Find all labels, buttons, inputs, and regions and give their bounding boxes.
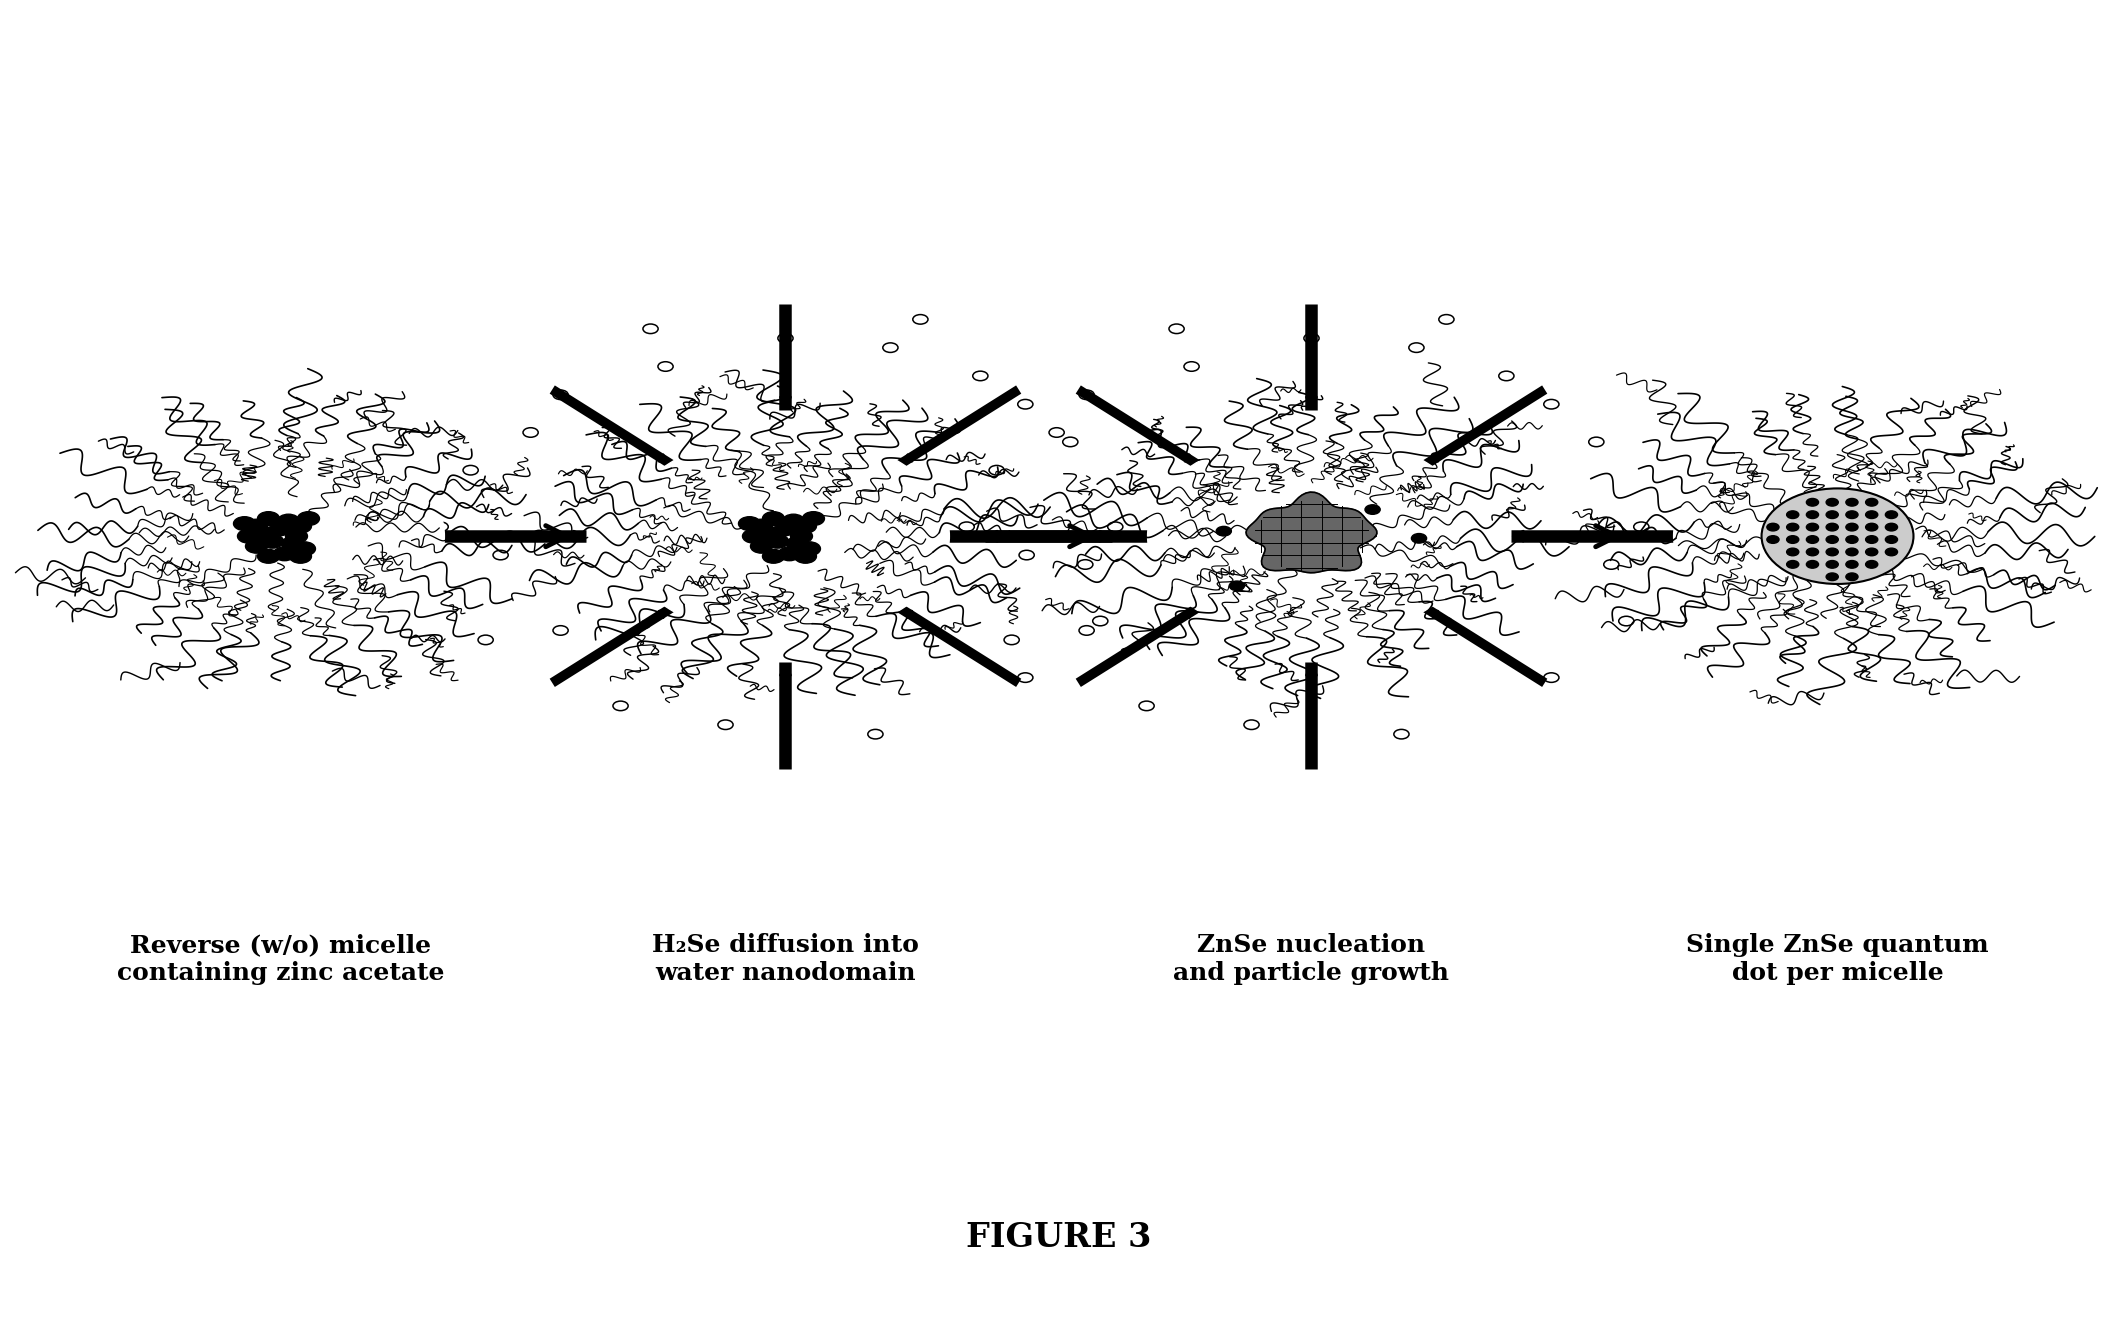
Circle shape: [1826, 511, 1838, 519]
Circle shape: [1826, 560, 1838, 568]
Circle shape: [1885, 511, 1898, 519]
Circle shape: [786, 537, 809, 551]
Circle shape: [1847, 548, 1857, 556]
Circle shape: [1807, 523, 1819, 531]
Circle shape: [762, 550, 784, 563]
Circle shape: [1766, 523, 1779, 531]
Circle shape: [1885, 523, 1898, 531]
Circle shape: [1866, 548, 1879, 556]
Circle shape: [269, 521, 292, 536]
Circle shape: [1788, 560, 1798, 568]
Circle shape: [1885, 536, 1898, 543]
Circle shape: [1788, 536, 1798, 543]
Circle shape: [1866, 560, 1879, 568]
Circle shape: [1847, 511, 1857, 519]
Circle shape: [116, 433, 445, 639]
Circle shape: [277, 515, 299, 528]
Circle shape: [794, 519, 815, 533]
Circle shape: [290, 550, 311, 563]
Circle shape: [750, 519, 773, 533]
Circle shape: [258, 550, 280, 563]
Circle shape: [1826, 499, 1838, 507]
Circle shape: [790, 529, 813, 543]
Circle shape: [1788, 511, 1798, 519]
Circle shape: [286, 529, 307, 543]
Circle shape: [1807, 499, 1819, 507]
Circle shape: [621, 433, 949, 639]
Circle shape: [1766, 536, 1779, 543]
Circle shape: [1411, 533, 1428, 543]
Circle shape: [254, 527, 275, 540]
Circle shape: [237, 529, 261, 543]
Circle shape: [750, 539, 773, 554]
Circle shape: [1216, 527, 1231, 536]
Circle shape: [1826, 574, 1838, 580]
Circle shape: [1807, 536, 1819, 543]
Circle shape: [1847, 536, 1857, 543]
Circle shape: [273, 547, 297, 560]
Circle shape: [1847, 560, 1857, 568]
Circle shape: [1807, 560, 1819, 568]
Circle shape: [258, 512, 280, 525]
Circle shape: [1847, 574, 1857, 580]
Circle shape: [1847, 523, 1857, 531]
Circle shape: [1228, 582, 1245, 591]
Circle shape: [1788, 523, 1798, 531]
Circle shape: [1364, 505, 1381, 515]
Circle shape: [1866, 499, 1879, 507]
Circle shape: [1885, 548, 1898, 556]
Circle shape: [1826, 548, 1838, 556]
Circle shape: [1807, 511, 1819, 519]
Circle shape: [794, 550, 815, 563]
Circle shape: [1673, 433, 2002, 639]
Circle shape: [1826, 523, 1838, 531]
Circle shape: [1847, 499, 1857, 507]
Circle shape: [1807, 548, 1819, 556]
Circle shape: [762, 512, 784, 525]
Circle shape: [233, 516, 256, 531]
Circle shape: [1826, 536, 1838, 543]
Circle shape: [1866, 523, 1879, 531]
Polygon shape: [1245, 492, 1377, 572]
Circle shape: [1866, 536, 1879, 543]
Circle shape: [758, 527, 779, 540]
Circle shape: [1866, 511, 1879, 519]
Circle shape: [803, 512, 824, 525]
Circle shape: [246, 519, 267, 533]
Circle shape: [743, 529, 765, 543]
Circle shape: [782, 515, 805, 528]
Text: ZnSe nucleation
and particle growth: ZnSe nucleation and particle growth: [1173, 933, 1449, 985]
Text: Single ZnSe quantum
dot per micelle: Single ZnSe quantum dot per micelle: [1686, 933, 1989, 985]
Circle shape: [767, 535, 788, 548]
Circle shape: [775, 521, 796, 536]
Circle shape: [1148, 433, 1476, 639]
Circle shape: [294, 541, 316, 556]
Circle shape: [1788, 548, 1798, 556]
Circle shape: [261, 535, 284, 548]
Circle shape: [282, 537, 303, 551]
Circle shape: [297, 512, 320, 525]
Text: Reverse (w/o) micelle
containing zinc acetate: Reverse (w/o) micelle containing zinc ac…: [116, 933, 445, 985]
Text: H₂Se diffusion into
water nanodomain: H₂Se diffusion into water nanodomain: [652, 933, 919, 985]
Circle shape: [739, 516, 760, 531]
Circle shape: [246, 539, 267, 554]
Circle shape: [779, 547, 801, 560]
Circle shape: [1762, 488, 1913, 584]
Circle shape: [798, 541, 820, 556]
Circle shape: [290, 519, 311, 533]
Text: FIGURE 3: FIGURE 3: [966, 1221, 1152, 1254]
